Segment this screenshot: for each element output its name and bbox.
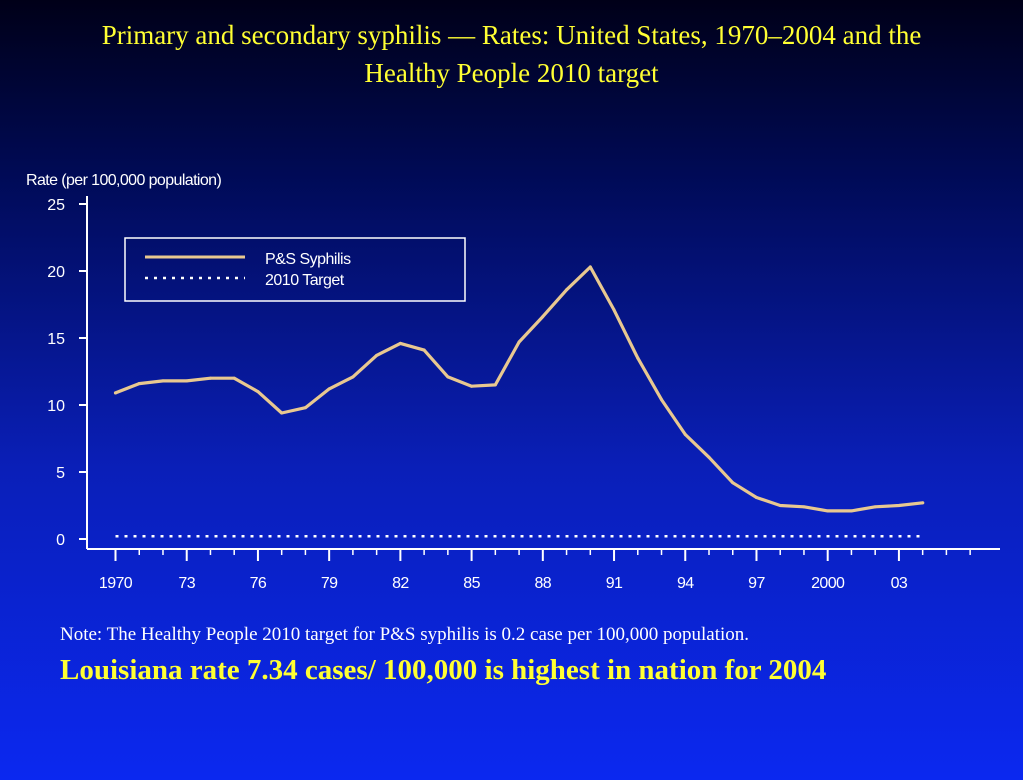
- x-tick-label: 94: [677, 575, 694, 592]
- data-point: [683, 432, 687, 436]
- data-point: [849, 509, 853, 513]
- y-tick-label: 10: [47, 398, 65, 415]
- footnote: Note: The Healthy People 2010 target for…: [60, 624, 750, 645]
- data-point: [114, 391, 117, 395]
- data-point: [303, 406, 307, 410]
- data-point: [921, 501, 925, 505]
- legend: P&S Syphilis 2010 Target: [124, 237, 466, 302]
- title-line-2: Healthy People 2010 target: [364, 58, 659, 88]
- data-point: [636, 356, 640, 360]
- data-point: [873, 505, 877, 509]
- data-point: [565, 288, 569, 292]
- data-point: [137, 382, 141, 386]
- y-tick-label: 0: [56, 532, 65, 549]
- y-axis-label: Rate (per 100,000 population): [26, 172, 221, 189]
- legend-label-pands: P&S Syphilis: [265, 251, 351, 268]
- x-tick-label: 79: [321, 575, 338, 592]
- data-point: [232, 376, 236, 380]
- legend-label-target: 2010 Target: [265, 272, 345, 289]
- legend-box: [124, 237, 466, 302]
- x-tick-label: 97: [748, 575, 765, 592]
- data-point: [897, 504, 901, 507]
- title-line-1: Primary and secondary syphilis — Rates: …: [101, 20, 922, 50]
- data-point: [422, 348, 426, 352]
- data-point: [280, 411, 284, 415]
- data-point: [612, 308, 616, 312]
- x-tick-label: 73: [178, 575, 195, 592]
- data-point: [208, 376, 212, 380]
- data-point: [707, 455, 711, 459]
- data-point: [754, 495, 758, 499]
- data-point: [493, 383, 497, 387]
- data-point: [541, 315, 545, 319]
- data-point: [398, 341, 402, 345]
- x-tick-label: 82: [392, 575, 409, 592]
- x-tick-label: 76: [250, 575, 267, 592]
- x-tick-label: 91: [606, 575, 623, 592]
- data-point: [375, 353, 379, 357]
- y-tick-label: 15: [47, 331, 65, 348]
- y-tick-label: 20: [47, 264, 65, 281]
- slide-title: Primary and secondary syphilis — Rates: …: [0, 16, 1023, 92]
- data-point: [588, 265, 592, 269]
- data-point: [446, 375, 450, 379]
- data-point: [802, 505, 806, 509]
- data-point: [256, 390, 260, 394]
- data-point: [327, 387, 331, 391]
- data-point: [351, 375, 355, 379]
- x-tick-label: 85: [463, 575, 480, 592]
- x-ticks: 1970 73 76 79 82 85 88 91 94 97 2000 03: [99, 549, 971, 592]
- x-tick-label: 1970: [99, 575, 133, 592]
- data-point: [660, 398, 664, 402]
- line-chart: Rate (per 100,000 population) 0 5 10 15 20 25…: [26, 172, 971, 592]
- data-point: [826, 509, 830, 513]
- data-point: [778, 504, 782, 507]
- series-layer: [113, 265, 925, 538]
- x-tick-label: 2000: [811, 575, 845, 592]
- series-line-pands-syphilis: [113, 265, 925, 513]
- x-tick-label: 88: [535, 575, 552, 592]
- highlight-statement: Louisiana rate 7.34 cases/ 100,000 is hi…: [60, 654, 827, 686]
- data-point: [470, 384, 474, 388]
- x-tick-label: 03: [891, 575, 908, 592]
- data-point: [517, 340, 521, 344]
- data-point: [161, 379, 165, 383]
- data-point: [731, 481, 735, 485]
- data-point: [185, 379, 189, 383]
- y-ticks: 0 5 10 15 20 25: [47, 197, 87, 549]
- y-tick-label: 25: [47, 197, 65, 214]
- y-tick-label: 5: [56, 465, 65, 482]
